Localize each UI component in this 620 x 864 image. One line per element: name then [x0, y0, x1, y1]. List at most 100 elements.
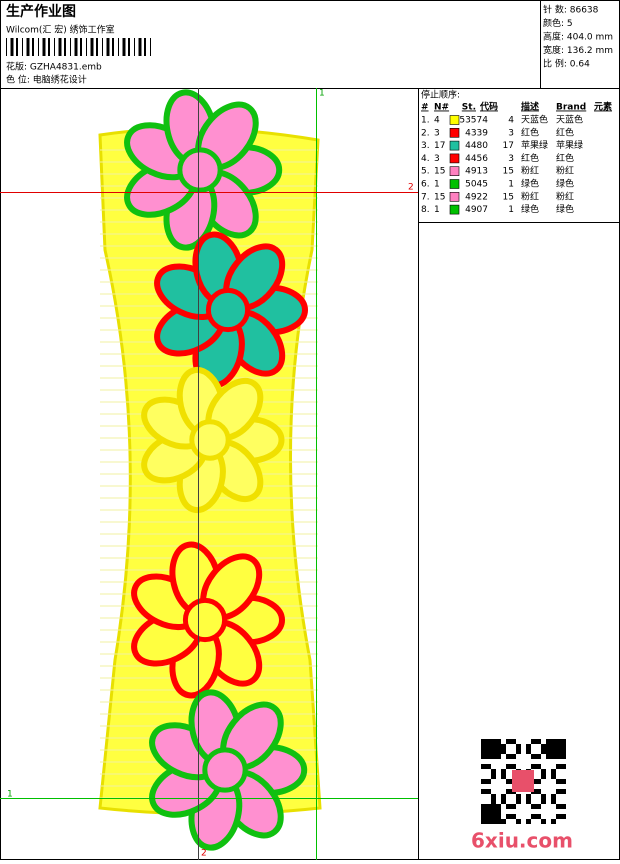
- qr-cell: [491, 814, 496, 819]
- qr-cell: [531, 764, 536, 769]
- color-swatch: [449, 128, 460, 138]
- qr-cell: [501, 744, 506, 749]
- guide-label: 2: [201, 849, 207, 859]
- row-brand: 红色: [556, 126, 574, 138]
- qr-cell: [486, 819, 491, 824]
- qr-cell: [486, 754, 491, 759]
- qr-cell: [556, 804, 561, 809]
- row-index: 4.: [421, 154, 430, 164]
- bar-stripe: [80, 38, 82, 56]
- bar-stripe: [150, 38, 151, 56]
- bar-stripe: [96, 38, 98, 56]
- qr-cell: [486, 804, 491, 809]
- row-st: 53574: [459, 116, 488, 126]
- row-index: 8.: [421, 205, 430, 215]
- qr-cell: [541, 744, 546, 749]
- qr-cell: [486, 749, 491, 754]
- bar-stripe: [134, 38, 135, 56]
- qr-cell: [541, 769, 546, 774]
- qr-cell: [536, 804, 541, 809]
- qr-cell: [551, 774, 556, 779]
- bar-stripe: [122, 38, 126, 56]
- qr-cell: [551, 819, 556, 824]
- qr-cell: [481, 789, 486, 794]
- qr-cell: [516, 794, 521, 799]
- qr-cell: [531, 814, 536, 819]
- bar-stripe: [32, 38, 34, 56]
- qr-cell: [486, 809, 491, 814]
- column-header: 描述: [521, 101, 539, 113]
- color-swatch: [449, 166, 460, 176]
- qr-cell: [491, 809, 496, 814]
- qr-cell: [561, 779, 566, 784]
- bar-stripe: [10, 38, 14, 56]
- qr-cell: [481, 749, 486, 754]
- color-swatch: [449, 204, 460, 215]
- bar-stripe: [26, 38, 30, 56]
- qr-cell: [536, 739, 541, 744]
- file-name: 花版: GZHA4831.emb: [6, 61, 102, 73]
- row-n: 3: [434, 128, 440, 138]
- qr-cell: [516, 744, 521, 749]
- qr-cell: [486, 764, 491, 769]
- qr-cell: [526, 744, 531, 749]
- color-swatch: [449, 179, 460, 189]
- bar-stripe: [64, 38, 66, 56]
- qr-cell: [501, 749, 506, 754]
- row-desc: 红色: [521, 152, 539, 164]
- qr-cell: [496, 809, 501, 814]
- qr-cell: [496, 749, 501, 754]
- guide-label: 1: [7, 790, 13, 800]
- qr-cell: [486, 744, 491, 749]
- qr-cell: [551, 799, 556, 804]
- bar-stripe: [54, 38, 55, 56]
- qr-cell: [486, 739, 491, 744]
- qr-cell: [531, 739, 536, 744]
- qr-cell: [491, 744, 496, 749]
- qr-cell: [491, 749, 496, 754]
- row-desc: 天蓝色: [521, 114, 548, 126]
- qr-cell: [556, 754, 561, 759]
- qr-cell: [556, 744, 561, 749]
- qr-cell: [481, 809, 486, 814]
- row-n: 15: [434, 167, 445, 177]
- color-swatch: [449, 153, 460, 164]
- row-n: 3: [434, 154, 440, 164]
- qr-cell: [496, 819, 501, 824]
- barcode: [6, 38, 151, 56]
- qr-cell: [481, 764, 486, 769]
- row-brand: 绿色: [556, 203, 574, 215]
- row-st: 4339: [465, 128, 488, 138]
- qr-cell: [506, 754, 511, 759]
- stat: 针 数: 86638: [543, 4, 599, 16]
- qr-code: [480, 738, 566, 824]
- qr-cell: [541, 799, 546, 804]
- guide-label: 2: [408, 183, 414, 193]
- qr-cell: [551, 769, 556, 774]
- row-n: 15: [434, 192, 445, 202]
- row-code: 15: [503, 192, 514, 202]
- bar-stripe: [58, 38, 62, 56]
- qr-cell: [536, 814, 541, 819]
- color-position: 色 位: 电脑绣花设计: [6, 74, 87, 86]
- qr-cell: [511, 739, 516, 744]
- qr-cell: [511, 754, 516, 759]
- column-header: 元素: [594, 101, 612, 113]
- qr-cell: [536, 764, 541, 769]
- color-swatch: [449, 140, 460, 151]
- row-st: 4913: [465, 167, 488, 177]
- qr-cell: [491, 799, 496, 804]
- row-code: 17: [503, 141, 514, 151]
- row-st: 4480: [465, 141, 488, 151]
- qr-cell: [561, 754, 566, 759]
- stop-order-table: # N# St. 代码 描述 Brand 元素 1. 4 53574 4 天蓝色 天蓝色 2. 3 4339 3…: [421, 101, 612, 216]
- row-index: 5.: [421, 167, 430, 177]
- qr-cell: [516, 799, 521, 804]
- qr-cell: [516, 819, 521, 824]
- qr-cell: [501, 769, 506, 774]
- bar-stripe: [86, 38, 87, 56]
- qr-cell: [486, 814, 491, 819]
- qr-cell: [516, 749, 521, 754]
- column-header: N#: [434, 103, 449, 113]
